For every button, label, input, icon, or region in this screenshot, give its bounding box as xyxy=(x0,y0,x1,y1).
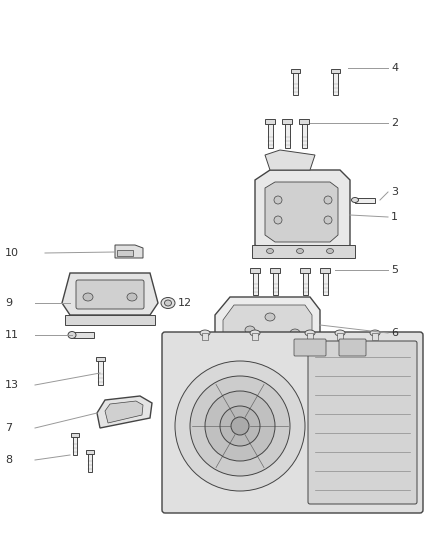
Polygon shape xyxy=(272,273,278,295)
Polygon shape xyxy=(62,273,158,315)
Polygon shape xyxy=(117,250,133,256)
Polygon shape xyxy=(282,119,292,124)
Polygon shape xyxy=(331,69,339,73)
Ellipse shape xyxy=(352,198,358,203)
Ellipse shape xyxy=(335,330,345,336)
Polygon shape xyxy=(95,357,105,361)
FancyBboxPatch shape xyxy=(308,341,417,504)
Polygon shape xyxy=(250,268,260,273)
Ellipse shape xyxy=(175,361,305,491)
Text: 8: 8 xyxy=(5,455,12,465)
Text: 9: 9 xyxy=(5,298,12,308)
Text: 4: 4 xyxy=(391,63,398,73)
Ellipse shape xyxy=(326,248,333,254)
Polygon shape xyxy=(115,245,143,258)
Ellipse shape xyxy=(266,248,273,254)
Polygon shape xyxy=(307,333,313,340)
Ellipse shape xyxy=(190,376,290,476)
Polygon shape xyxy=(270,268,280,273)
Polygon shape xyxy=(252,333,258,340)
Text: 3: 3 xyxy=(391,187,398,197)
Polygon shape xyxy=(215,297,320,353)
Ellipse shape xyxy=(68,332,76,338)
Polygon shape xyxy=(265,119,275,124)
Ellipse shape xyxy=(324,216,332,224)
Text: 13: 13 xyxy=(5,380,19,390)
Polygon shape xyxy=(73,437,77,455)
Ellipse shape xyxy=(161,297,175,309)
Polygon shape xyxy=(98,361,102,385)
Ellipse shape xyxy=(274,216,282,224)
Polygon shape xyxy=(290,69,300,73)
Text: 10: 10 xyxy=(5,248,19,258)
Text: 12: 12 xyxy=(178,298,192,308)
Polygon shape xyxy=(72,332,94,338)
Ellipse shape xyxy=(205,391,275,461)
Text: 6: 6 xyxy=(391,328,398,338)
Ellipse shape xyxy=(250,330,260,336)
Polygon shape xyxy=(268,124,272,148)
Polygon shape xyxy=(300,268,310,273)
Ellipse shape xyxy=(220,406,260,446)
Polygon shape xyxy=(65,315,155,325)
Polygon shape xyxy=(86,450,94,454)
Ellipse shape xyxy=(165,300,172,306)
Polygon shape xyxy=(252,245,355,258)
Ellipse shape xyxy=(83,293,93,301)
Polygon shape xyxy=(285,124,290,148)
FancyBboxPatch shape xyxy=(294,339,326,356)
Polygon shape xyxy=(372,333,378,340)
FancyBboxPatch shape xyxy=(339,339,366,356)
Polygon shape xyxy=(293,73,297,95)
Text: 1: 1 xyxy=(391,212,398,222)
Polygon shape xyxy=(255,170,350,255)
Polygon shape xyxy=(337,333,343,340)
Polygon shape xyxy=(265,182,338,242)
Polygon shape xyxy=(332,73,338,95)
Ellipse shape xyxy=(231,417,249,435)
Ellipse shape xyxy=(297,248,304,254)
Ellipse shape xyxy=(274,196,282,204)
FancyBboxPatch shape xyxy=(76,280,144,309)
Ellipse shape xyxy=(370,330,380,336)
Polygon shape xyxy=(355,198,375,203)
Ellipse shape xyxy=(305,330,315,336)
Ellipse shape xyxy=(324,196,332,204)
Text: 7: 7 xyxy=(5,423,12,433)
Polygon shape xyxy=(322,273,328,295)
Text: 11: 11 xyxy=(5,330,19,340)
Polygon shape xyxy=(97,396,152,428)
Ellipse shape xyxy=(200,330,210,336)
Polygon shape xyxy=(301,124,307,148)
Polygon shape xyxy=(252,273,258,295)
Polygon shape xyxy=(223,305,312,345)
Polygon shape xyxy=(71,433,79,437)
Polygon shape xyxy=(303,273,307,295)
FancyBboxPatch shape xyxy=(162,332,423,513)
Text: 5: 5 xyxy=(391,265,398,275)
Polygon shape xyxy=(299,119,309,124)
Ellipse shape xyxy=(265,313,275,321)
Ellipse shape xyxy=(290,329,300,337)
Polygon shape xyxy=(265,150,315,170)
Polygon shape xyxy=(202,333,208,340)
Text: 2: 2 xyxy=(391,118,398,128)
Ellipse shape xyxy=(127,293,137,301)
Ellipse shape xyxy=(245,326,255,334)
Polygon shape xyxy=(320,268,330,273)
Polygon shape xyxy=(105,401,143,423)
Polygon shape xyxy=(88,454,92,472)
